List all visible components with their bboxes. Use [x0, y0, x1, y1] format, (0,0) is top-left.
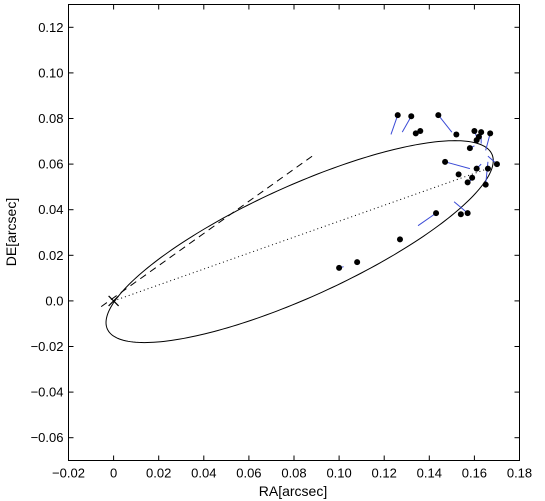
observation-point [354, 259, 361, 266]
x-tick-label: 0.08 [281, 466, 306, 481]
x-tick-label: 0.10 [326, 466, 351, 481]
observation-point [464, 210, 471, 217]
residual-line [401, 115, 412, 133]
observation-point [455, 171, 462, 178]
residual-line [444, 161, 471, 170]
observation-point [457, 211, 464, 218]
y-tick-label: −0.06 [31, 430, 64, 445]
observation-point [487, 130, 494, 137]
y-tick-label: 0.08 [38, 111, 63, 126]
x-tick-label: 0.02 [146, 466, 171, 481]
x-tick-label: −0.02 [52, 466, 85, 481]
orbit-ellipse [105, 140, 494, 344]
observation-point [433, 210, 440, 217]
residual-line [390, 114, 399, 135]
x-tick-label: 0.14 [417, 466, 442, 481]
residual-line [485, 161, 489, 185]
observation-point [394, 112, 401, 119]
x-tick-label: 0.06 [236, 466, 261, 481]
observation-point [473, 137, 480, 144]
observation-point [469, 174, 476, 181]
x-tick-label: 0 [110, 466, 117, 481]
observation-point [493, 161, 500, 168]
line-of-nodes [100, 153, 316, 308]
residual-line [437, 114, 453, 133]
axis-ticks: −0.02 0 0.02 0.04 0.06 0.08 0.10 0.12 0.14 0.16 0.… [31, 4, 532, 481]
focus-x-marker [108, 295, 120, 307]
y-tick-label: −0.04 [31, 385, 64, 400]
x-tick-label: 0.18 [507, 466, 532, 481]
observation-point [453, 131, 460, 138]
observation-point [396, 236, 403, 243]
y-tick-label: 0.04 [38, 202, 63, 217]
observation-point [484, 165, 491, 172]
residual-line [417, 212, 437, 227]
observation-point [473, 165, 480, 172]
y-axis-label: DE[arcsec] [3, 198, 19, 266]
observation-point [478, 129, 485, 136]
observation-point [417, 128, 424, 135]
plot-area-frame [68, 4, 520, 461]
observation-point [435, 112, 442, 119]
y-tick-label: 0.10 [38, 65, 63, 80]
y-tick-label: 0.02 [38, 248, 63, 263]
observation-point [482, 181, 489, 188]
plot-marks [100, 112, 500, 344]
x-tick-label: 0.04 [191, 466, 216, 481]
observation-point [466, 145, 473, 152]
x-tick-label: 0.16 [462, 466, 487, 481]
observation-point [408, 113, 415, 120]
y-tick-label: 0.12 [38, 20, 63, 35]
observation-point [471, 128, 478, 135]
observation-point [336, 264, 343, 271]
observation-point [464, 179, 471, 186]
x-axis-label: RA[arcsec] [259, 483, 327, 499]
observation-point [442, 158, 449, 165]
apsides-line [113, 169, 485, 302]
y-tick-label: 0.06 [38, 157, 63, 172]
observation-point [412, 130, 419, 137]
y-tick-label: 0.0 [45, 293, 63, 308]
y-tick-label: −0.02 [31, 339, 64, 354]
x-tick-label: 0.12 [372, 466, 397, 481]
